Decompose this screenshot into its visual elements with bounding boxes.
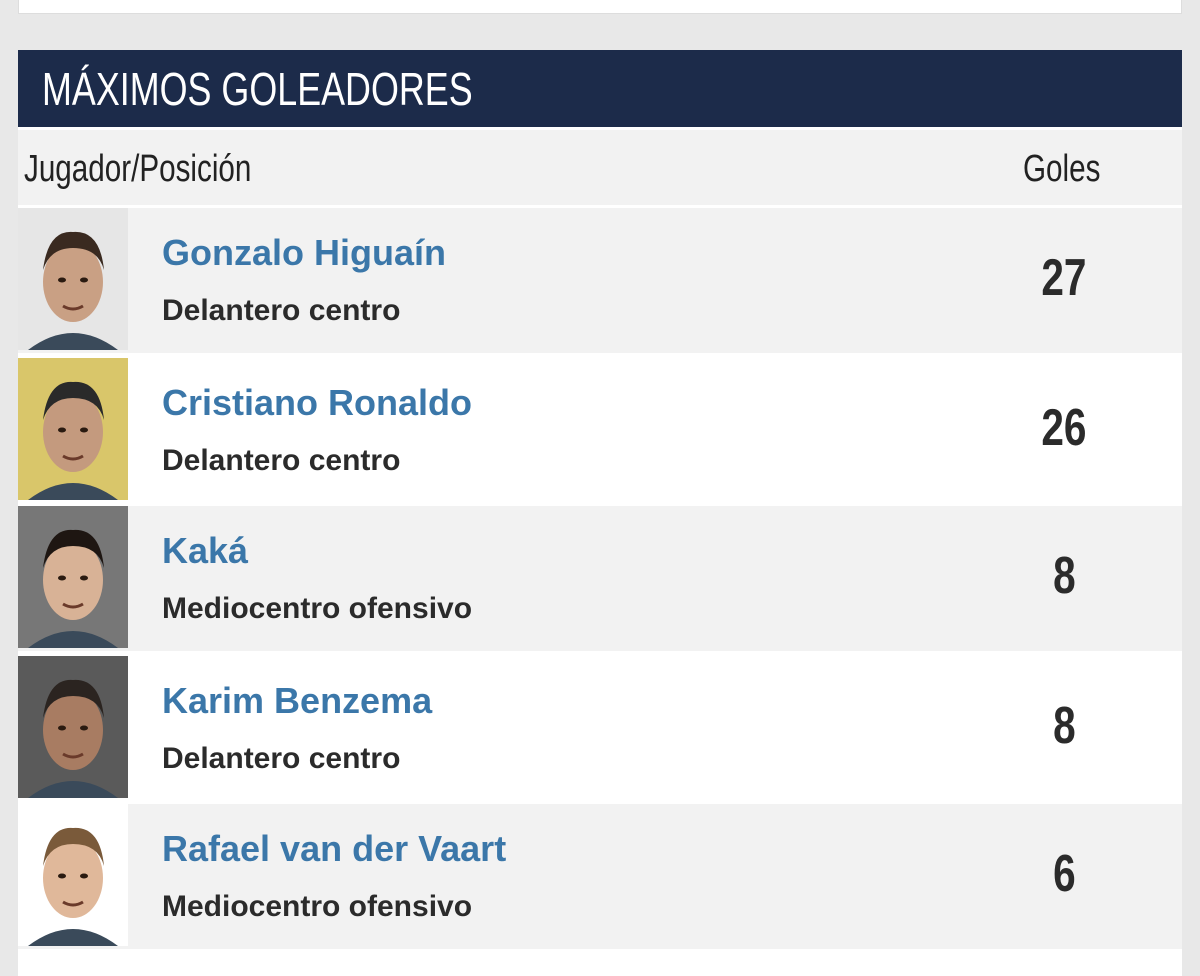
player-position: Mediocentro ofensivo <box>162 890 473 923</box>
player-photo <box>18 506 128 648</box>
goals-value: 8 <box>1052 547 1076 605</box>
goals-value: 27 <box>1041 249 1087 307</box>
column-label: Goles <box>1023 148 1101 190</box>
player-photo <box>18 804 128 946</box>
player-photo <box>18 208 128 350</box>
previous-card <box>18 0 1182 14</box>
player-row: Rafael van der Vaart Mediocentro ofensivo… <box>18 804 1182 949</box>
goals-cell: 8 <box>1004 546 1124 606</box>
photo-art <box>18 358 128 500</box>
scorers-card: MÁXIMOS GOLEADORES Jugador/Posición Gole… <box>18 50 1182 976</box>
photo-art <box>18 804 128 946</box>
column-label: Jugador/Posición <box>24 148 252 190</box>
goals-cell: 26 <box>1004 398 1124 458</box>
photo-art <box>18 656 128 798</box>
card-header: MÁXIMOS GOLEADORES <box>18 50 1182 127</box>
goals-value: 26 <box>1041 399 1087 457</box>
player-name[interactable]: Kaká <box>162 530 249 571</box>
player-row: Karim Benzema Delantero centro 8 <box>18 656 1182 801</box>
player-photo <box>18 358 128 500</box>
card-title: MÁXIMOS GOLEADORES <box>42 62 473 115</box>
photo-art <box>18 208 128 350</box>
player-photo <box>18 656 128 798</box>
goals-value: 8 <box>1052 697 1076 755</box>
goals-value: 6 <box>1052 845 1076 903</box>
player-position: Delantero centro <box>162 742 401 775</box>
player-position: Mediocentro ofensivo <box>162 592 473 625</box>
player-row: Kaká Mediocentro ofensivo 8 <box>18 506 1182 651</box>
player-name[interactable]: Rafael van der Vaart <box>162 828 507 869</box>
player-name[interactable]: Gonzalo Higuaín <box>162 232 446 273</box>
column-header: Jugador/Posición Goles <box>18 130 1182 205</box>
rows: Gonzalo Higuaín Delantero centro 27 Cristi… <box>18 208 1182 949</box>
player-row: Cristiano Ronaldo Delantero centro 26 <box>18 358 1182 503</box>
player-name[interactable]: Cristiano Ronaldo <box>162 382 473 423</box>
player-position: Delantero centro <box>162 444 401 477</box>
player-row: Gonzalo Higuaín Delantero centro 27 <box>18 208 1182 353</box>
goals-cell: 6 <box>1004 844 1124 904</box>
player-name[interactable]: Karim Benzema <box>162 680 433 721</box>
goals-cell: 27 <box>1004 248 1124 308</box>
goals-cell: 8 <box>1004 696 1124 756</box>
photo-art <box>18 506 128 648</box>
player-position: Delantero centro <box>162 294 401 327</box>
